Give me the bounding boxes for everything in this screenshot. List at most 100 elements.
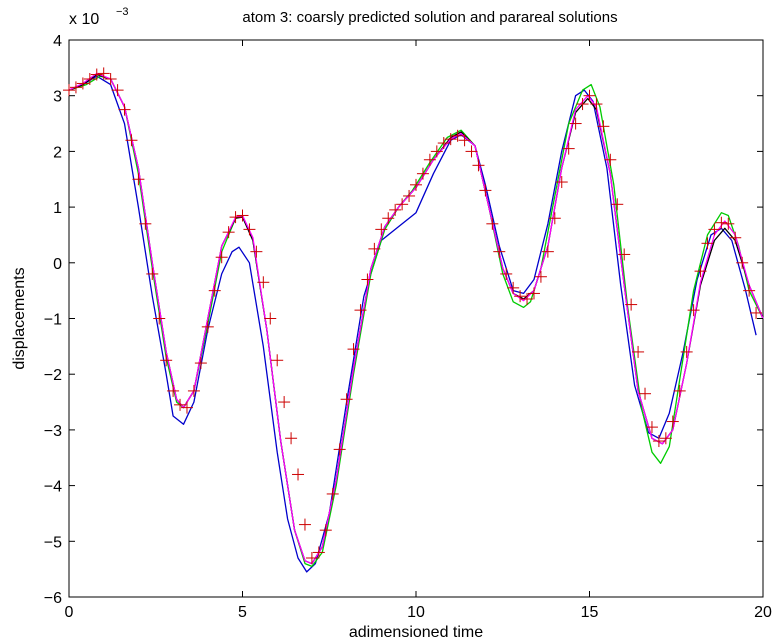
data-point-marker	[97, 67, 110, 80]
data-point-marker	[104, 72, 117, 85]
data-point-marker	[361, 273, 374, 286]
series-line-2	[68, 73, 764, 565]
data-point-marker	[604, 153, 617, 166]
y-tick-label: −3	[44, 423, 62, 440]
data-point-marker	[618, 248, 631, 261]
data-point-marker	[597, 120, 610, 133]
data-point-marker	[729, 231, 742, 244]
data-point-marker	[403, 189, 416, 202]
y-tick-label: −2	[44, 367, 62, 384]
data-point-marker	[208, 284, 221, 297]
data-point-marker	[500, 267, 513, 280]
data-point-marker	[83, 72, 96, 85]
data-point-marker	[305, 552, 318, 565]
data-point-marker	[722, 217, 735, 230]
data-point-marker	[562, 142, 575, 155]
series-line-0	[68, 75, 757, 573]
y-axis-ticks: −6 −5 −4 −3 −2 −1 0 1 2 3 4	[44, 33, 763, 607]
data-point-marker	[666, 415, 679, 428]
data-point-marker	[396, 198, 409, 211]
series-line-3	[68, 72, 764, 565]
data-point-marker	[382, 212, 395, 225]
y-tick-label: −5	[44, 534, 62, 551]
data-point-marker	[319, 524, 332, 537]
data-point-marker	[514, 290, 527, 303]
y-tick-label: −6	[44, 590, 62, 607]
data-point-marker	[576, 98, 589, 111]
series-markers	[63, 67, 763, 565]
series-line-1	[68, 75, 764, 568]
y-tick-label: 4	[53, 33, 62, 50]
data-point-marker	[132, 173, 145, 186]
plot-frame	[68, 39, 764, 598]
data-point-marker	[292, 468, 305, 481]
data-point-marker	[69, 81, 82, 94]
data-point-marker	[76, 77, 89, 90]
series-group	[63, 67, 764, 573]
data-point-marker	[153, 312, 166, 325]
x-axis-ticks: 0 5 10 15 20	[65, 40, 772, 621]
data-point-marker	[632, 345, 645, 358]
data-point-marker	[285, 432, 298, 445]
data-point-marker	[229, 211, 242, 224]
data-point-marker	[625, 298, 638, 311]
x-tick-label: 5	[238, 604, 247, 621]
data-point-marker	[222, 226, 235, 239]
data-point-marker	[250, 245, 263, 258]
data-point-marker	[458, 134, 471, 147]
x-tick-label: 20	[754, 604, 772, 621]
data-point-marker	[125, 134, 138, 147]
data-point-marker	[201, 320, 214, 333]
data-point-marker	[236, 209, 249, 222]
data-point-marker	[645, 421, 658, 434]
data-point-marker	[521, 293, 534, 306]
data-point-marker	[298, 518, 311, 531]
data-point-marker	[555, 176, 568, 189]
data-point-marker	[257, 276, 270, 289]
y-tick-label: 0	[53, 256, 62, 273]
data-point-marker	[278, 396, 291, 409]
data-point-marker	[416, 167, 429, 180]
data-point-marker	[479, 184, 492, 197]
data-point-marker	[444, 133, 457, 146]
data-point-marker	[160, 354, 173, 367]
data-point-marker	[569, 117, 582, 130]
data-point-marker	[743, 284, 756, 297]
data-point-marker	[493, 245, 506, 258]
x-tick-label: 15	[581, 604, 599, 621]
data-point-marker	[326, 487, 339, 500]
plot-area	[68, 39, 764, 598]
data-point-marker	[527, 287, 540, 300]
data-point-marker	[437, 137, 450, 150]
data-point-marker	[750, 306, 763, 319]
data-point-marker	[701, 237, 714, 250]
data-point-marker	[180, 401, 193, 414]
data-point-marker	[611, 198, 624, 211]
data-point-marker	[333, 443, 346, 456]
data-point-marker	[673, 384, 686, 397]
data-point-marker	[736, 256, 749, 269]
data-point-marker	[347, 343, 360, 356]
data-point-marker	[465, 145, 478, 158]
y-axis-scale-exponent: −3	[116, 6, 129, 18]
x-tick-label: 0	[65, 604, 74, 621]
data-point-marker	[90, 68, 103, 81]
y-tick-label: 3	[53, 89, 62, 106]
x-tick-label: 10	[407, 604, 425, 621]
data-point-marker	[708, 223, 721, 236]
y-tick-label: −1	[44, 312, 62, 329]
y-axis-scale-base: x 10	[69, 11, 99, 28]
data-point-marker	[187, 384, 200, 397]
data-point-marker	[111, 84, 124, 97]
data-point-marker	[63, 84, 75, 97]
y-axis-scale-factor: x 10 −3	[69, 6, 129, 28]
data-point-marker	[590, 98, 603, 111]
data-point-marker	[368, 242, 381, 255]
data-point-marker	[215, 251, 228, 264]
data-point-marker	[264, 312, 277, 325]
data-point-marker	[583, 89, 596, 102]
data-point-marker	[375, 223, 388, 236]
data-point-marker	[680, 345, 693, 358]
data-point-marker	[652, 435, 665, 448]
